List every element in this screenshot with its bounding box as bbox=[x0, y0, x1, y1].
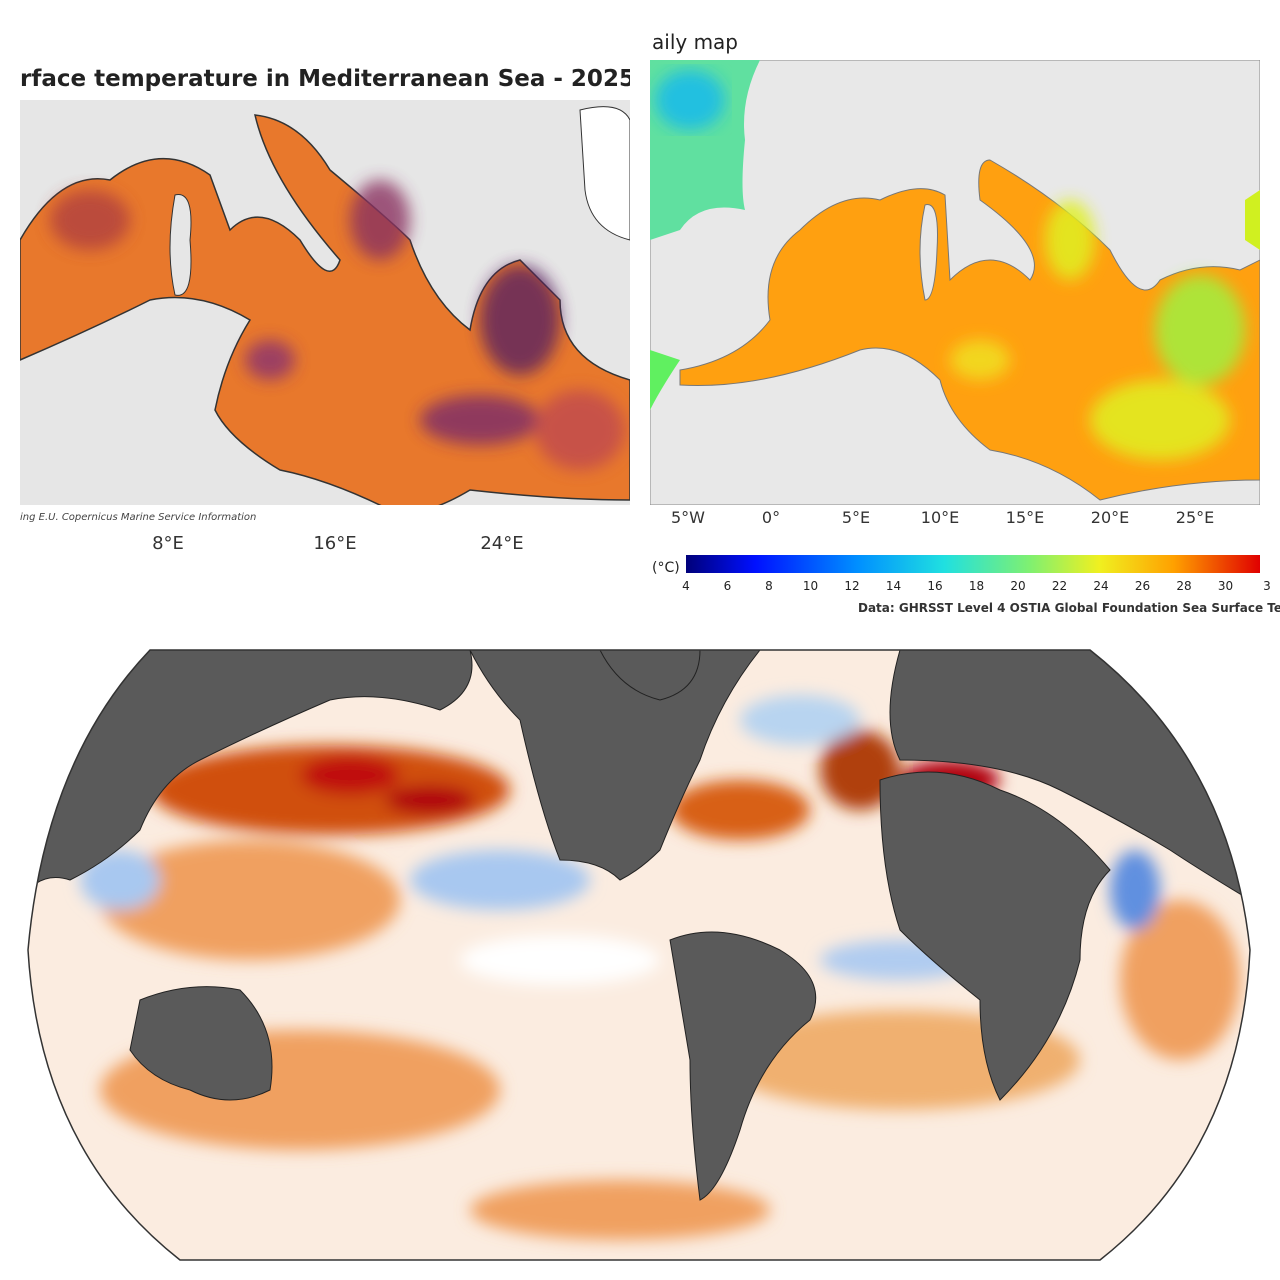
lon-label: 5°E bbox=[842, 508, 870, 527]
credit: ing E.U. Copernicus Marine Service Infor… bbox=[20, 512, 256, 523]
colorbar-tick-label: 28 bbox=[1176, 579, 1191, 593]
world-outline bbox=[27, 649, 1251, 1261]
colorbar-tick-label: 18 bbox=[969, 579, 984, 593]
map-title: aily map bbox=[652, 30, 738, 54]
lon-label: 16°E bbox=[313, 533, 356, 554]
lon-label: 10°E bbox=[921, 508, 959, 527]
colorbar-tick-label: 4 bbox=[682, 579, 690, 593]
sea-shading bbox=[50, 180, 625, 470]
right-map bbox=[650, 60, 1260, 505]
lon-label: 0° bbox=[762, 508, 780, 527]
lon-label: 15°E bbox=[1006, 508, 1044, 527]
colorbar-ticks: 4 6 8 10 12 14 16 18 20 22 24 26 28 30 3 bbox=[682, 579, 1271, 593]
map-title: rface temperature in Mediterranean Sea -… bbox=[20, 66, 645, 92]
colorbar-tick-label: 3 bbox=[1263, 579, 1271, 593]
colorbar-tick-label: 22 bbox=[1052, 579, 1067, 593]
colorbar-tick-label: 26 bbox=[1135, 579, 1150, 593]
world-map bbox=[28, 650, 1250, 1260]
source: Data: GHRSST Level 4 OSTIA Global Founda… bbox=[858, 601, 1280, 615]
lon-label: 20°E bbox=[1091, 508, 1129, 527]
colorbar bbox=[686, 555, 1260, 573]
lon-label: 5°W bbox=[671, 508, 705, 527]
colorbar-unit: (°C) bbox=[652, 560, 680, 576]
colorbar-tick-label: 24 bbox=[1093, 579, 1108, 593]
lon-label: 8°E bbox=[152, 533, 184, 554]
colorbar-tick-label: 20 bbox=[1010, 579, 1025, 593]
left-map: rface temperature in Mediterranean Sea -… bbox=[20, 20, 645, 625]
colorbar-tick-label: 8 bbox=[765, 579, 773, 593]
colorbar-tick-label: 16 bbox=[927, 579, 942, 593]
colorbar-tick-label: 30 bbox=[1218, 579, 1233, 593]
colorbar-tick-label: 12 bbox=[844, 579, 859, 593]
colorbar-tick-label: 6 bbox=[724, 579, 732, 593]
colorbar-tick-label: 10 bbox=[803, 579, 818, 593]
lon-label: 25°E bbox=[1176, 508, 1214, 527]
lon-label: 24°E bbox=[480, 533, 523, 554]
colorbar-tick-label: 14 bbox=[886, 579, 901, 593]
lon-labels: 5°W 0° 5°E 10°E 15°E 20°E 25°E bbox=[671, 508, 1214, 527]
